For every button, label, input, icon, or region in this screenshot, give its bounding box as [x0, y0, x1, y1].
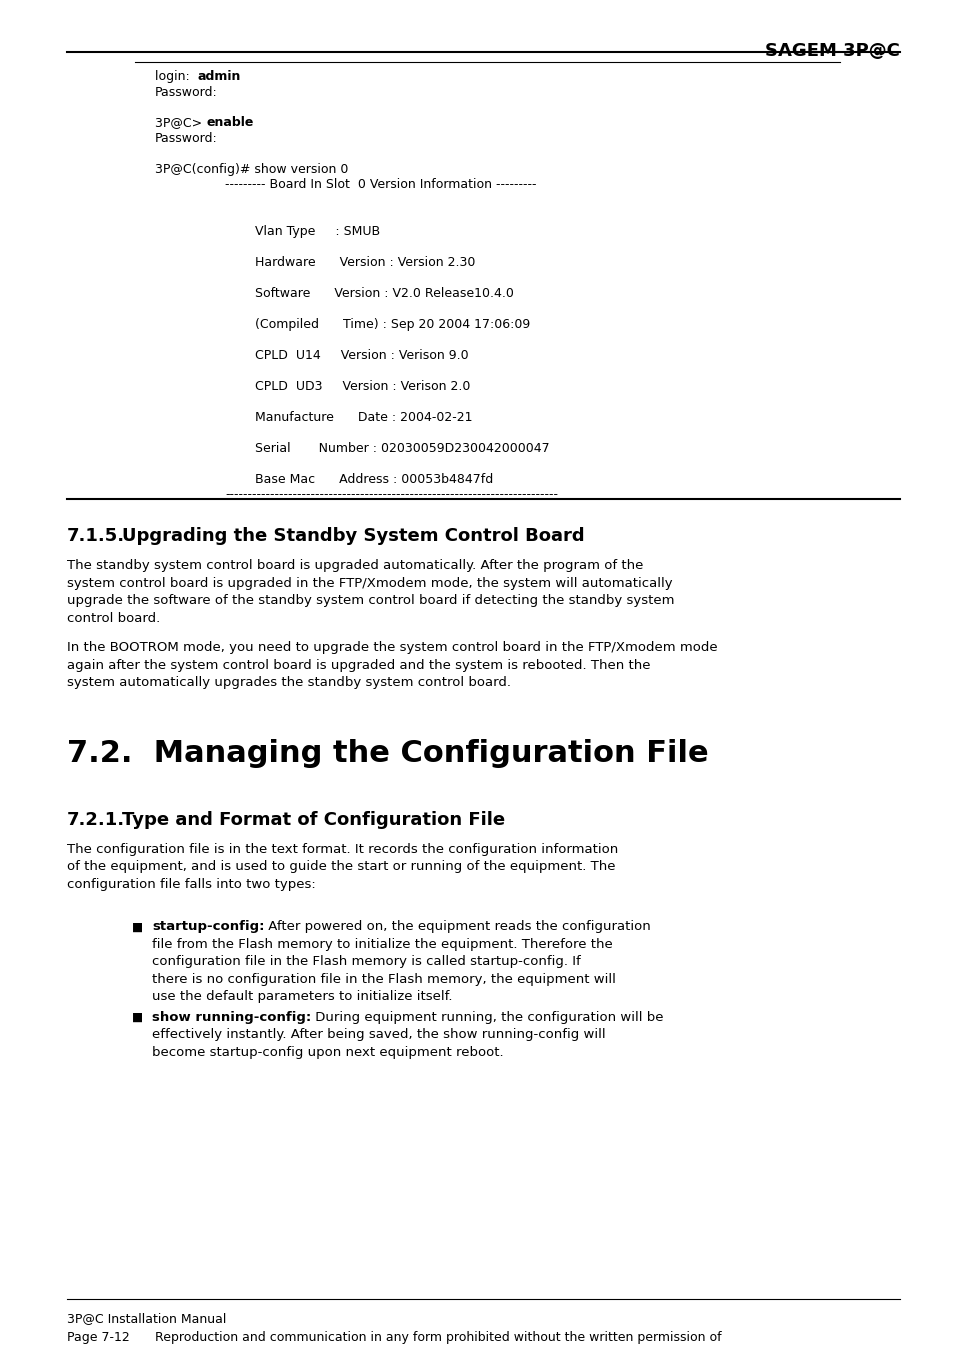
- Text: Vlan Type     : SMUB: Vlan Type : SMUB: [254, 226, 379, 238]
- Text: During equipment running, the configuration will be: During equipment running, the configurat…: [311, 1011, 663, 1024]
- Text: upgrade the software of the standby system control board if detecting the standb: upgrade the software of the standby syst…: [67, 594, 674, 608]
- Text: Reproduction and communication in any form prohibited without the written permis: Reproduction and communication in any fo…: [154, 1331, 720, 1344]
- Text: 7.2.  Managing the Configuration File: 7.2. Managing the Configuration File: [67, 739, 708, 767]
- Text: Page 7-12: Page 7-12: [67, 1331, 130, 1344]
- Text: 7.2.1.: 7.2.1.: [67, 811, 125, 830]
- Text: The configuration file is in the text format. It records the configuration infor: The configuration file is in the text fo…: [67, 843, 618, 855]
- Text: Hardware      Version : Version 2.30: Hardware Version : Version 2.30: [254, 255, 475, 269]
- Text: 3P@C Installation Manual: 3P@C Installation Manual: [67, 1312, 226, 1325]
- Text: 7.1.5.: 7.1.5.: [67, 527, 125, 546]
- Text: login:: login:: [154, 70, 197, 82]
- Text: use the default parameters to initialize itself.: use the default parameters to initialize…: [152, 990, 452, 1004]
- Text: effectively instantly. After being saved, the show running-config will: effectively instantly. After being saved…: [152, 1028, 605, 1042]
- Text: Manufacture      Date : 2004-02-21: Manufacture Date : 2004-02-21: [254, 411, 472, 424]
- Text: of the equipment, and is used to guide the start or running of the equipment. Th: of the equipment, and is used to guide t…: [67, 861, 615, 873]
- Text: (Compiled      Time) : Sep 20 2004 17:06:09: (Compiled Time) : Sep 20 2004 17:06:09: [254, 317, 530, 331]
- Text: become startup-config upon next equipment reboot.: become startup-config upon next equipmen…: [152, 1046, 503, 1059]
- Text: configuration file falls into two types:: configuration file falls into two types:: [67, 878, 315, 890]
- Text: --------------------------------------------------------------------------: ----------------------------------------…: [225, 489, 558, 501]
- Text: The standby system control board is upgraded automatically. After the program of: The standby system control board is upgr…: [67, 559, 642, 573]
- Text: admin: admin: [197, 70, 241, 82]
- Text: 3P@C>: 3P@C>: [154, 116, 206, 130]
- Text: Password:: Password:: [154, 85, 217, 99]
- Text: again after the system control board is upgraded and the system is rebooted. The: again after the system control board is …: [67, 659, 650, 671]
- Text: --------- Board In Slot  0 Version Information ---------: --------- Board In Slot 0 Version Inform…: [225, 178, 536, 192]
- Text: Upgrading the Standby System Control Board: Upgrading the Standby System Control Boa…: [122, 527, 584, 546]
- Text: After powered on, the equipment reads the configuration: After powered on, the equipment reads th…: [264, 920, 651, 934]
- Text: Software      Version : V2.0 Release10.4.0: Software Version : V2.0 Release10.4.0: [254, 286, 514, 300]
- Text: SAGEM 3P@C: SAGEM 3P@C: [764, 42, 899, 59]
- Text: 3P@C(config)# show version 0: 3P@C(config)# show version 0: [154, 163, 348, 176]
- Text: control board.: control board.: [67, 612, 160, 626]
- Text: there is no configuration file in the Flash memory, the equipment will: there is no configuration file in the Fl…: [152, 973, 616, 986]
- Text: system automatically upgrades the standby system control board.: system automatically upgrades the standb…: [67, 677, 511, 689]
- Text: Base Mac      Address : 00053b4847fd: Base Mac Address : 00053b4847fd: [254, 473, 493, 486]
- Text: startup-config:: startup-config:: [152, 920, 264, 934]
- Text: system control board is upgraded in the FTP/Xmodem mode, the system will automat: system control board is upgraded in the …: [67, 577, 672, 590]
- Text: CPLD  UD3     Version : Verison 2.0: CPLD UD3 Version : Verison 2.0: [254, 380, 470, 393]
- Text: configuration file in the Flash memory is called startup-config. If: configuration file in the Flash memory i…: [152, 955, 580, 969]
- Text: ■: ■: [132, 920, 143, 934]
- Text: file from the Flash memory to initialize the equipment. Therefore the: file from the Flash memory to initialize…: [152, 938, 612, 951]
- Text: In the BOOTROM mode, you need to upgrade the system control board in the FTP/Xmo: In the BOOTROM mode, you need to upgrade…: [67, 642, 717, 654]
- Text: show running-config:: show running-config:: [152, 1011, 311, 1024]
- Text: Type and Format of Configuration File: Type and Format of Configuration File: [122, 811, 504, 830]
- Text: Password:: Password:: [154, 132, 217, 145]
- Text: Serial       Number : 02030059D230042000047: Serial Number : 02030059D230042000047: [254, 442, 549, 455]
- Text: enable: enable: [206, 116, 253, 130]
- Text: CPLD  U14     Version : Verison 9.0: CPLD U14 Version : Verison 9.0: [254, 349, 468, 362]
- Text: ■: ■: [132, 1011, 143, 1024]
